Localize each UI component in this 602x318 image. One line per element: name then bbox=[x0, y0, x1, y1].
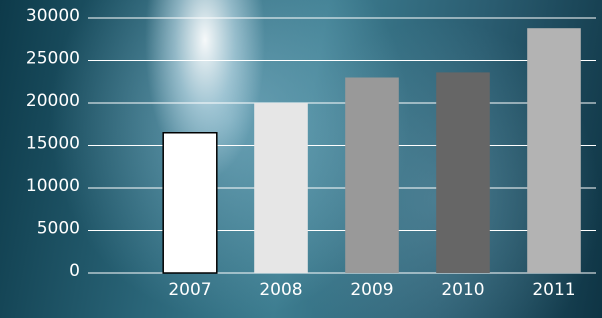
y-tick-label: 0 bbox=[69, 261, 80, 281]
y-tick-label: 10000 bbox=[26, 176, 80, 196]
chart: 0 5000 10000 15000 20000 25000 30000 2007 2008 20… bbox=[0, 0, 602, 318]
x-tick-label: 2010 bbox=[441, 280, 484, 300]
y-tick-label: 15000 bbox=[26, 134, 80, 154]
x-tick-label: 2011 bbox=[532, 280, 575, 300]
chart-background: 0 5000 10000 15000 20000 25000 30000 2007 2008 20… bbox=[0, 0, 602, 318]
bar bbox=[345, 78, 399, 274]
x-tick-label: 2009 bbox=[350, 280, 393, 300]
x-tick-label: 2007 bbox=[168, 280, 211, 300]
bar bbox=[436, 72, 490, 273]
bar bbox=[254, 103, 308, 273]
y-tick-label: 25000 bbox=[26, 49, 80, 69]
bar bbox=[527, 28, 581, 273]
y-tick-label: 20000 bbox=[26, 91, 80, 111]
y-tick-label: 5000 bbox=[37, 219, 80, 239]
y-tick-label: 30000 bbox=[26, 6, 80, 26]
bar bbox=[163, 133, 217, 273]
x-tick-label: 2008 bbox=[259, 280, 302, 300]
